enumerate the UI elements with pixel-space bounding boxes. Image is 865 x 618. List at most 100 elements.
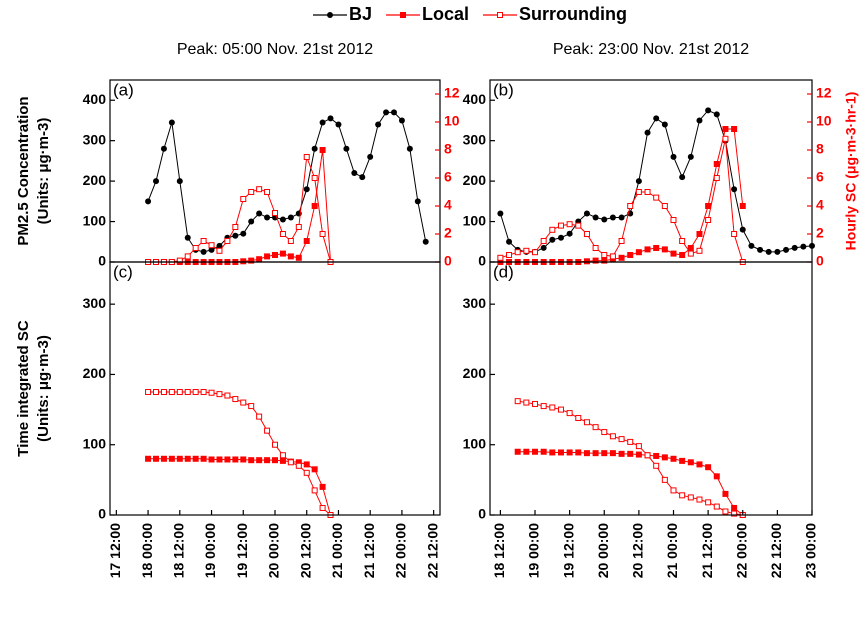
y-tick-label: 400 bbox=[83, 91, 107, 107]
data-line bbox=[499, 109, 813, 253]
data-point bbox=[303, 461, 310, 468]
data-point bbox=[661, 454, 668, 461]
data-point bbox=[566, 221, 573, 228]
data-point bbox=[224, 392, 231, 399]
data-point bbox=[160, 145, 167, 152]
data-point bbox=[609, 450, 616, 457]
data-point bbox=[184, 455, 191, 462]
data-point bbox=[635, 178, 642, 185]
data-point bbox=[696, 247, 703, 254]
y-tick-label: 300 bbox=[463, 131, 487, 147]
data-point bbox=[722, 126, 729, 132]
y2-axis-title: Hourly SC (μg·m-3·hr-1) bbox=[843, 92, 859, 251]
y-tick-label: 0 bbox=[98, 253, 106, 269]
y-tick-label: 300 bbox=[463, 295, 487, 311]
plot-frame bbox=[489, 79, 813, 263]
data-point bbox=[592, 424, 599, 431]
data-point bbox=[592, 450, 599, 457]
y-tick-label: 200 bbox=[463, 365, 487, 381]
y2-tick-label: 12 bbox=[816, 85, 832, 101]
data-point bbox=[635, 189, 642, 195]
x-tick-label: 20 12:00 bbox=[297, 523, 313, 578]
data-point bbox=[653, 245, 660, 251]
data-point bbox=[240, 196, 247, 202]
data-point bbox=[687, 153, 694, 160]
y2-tick-label: 8 bbox=[444, 141, 452, 157]
data-point bbox=[153, 389, 160, 396]
data-point bbox=[687, 459, 694, 466]
data-point bbox=[618, 450, 625, 457]
data-point bbox=[661, 476, 668, 483]
data-point bbox=[279, 452, 286, 459]
data-point bbox=[566, 230, 573, 237]
data-point bbox=[248, 457, 255, 464]
data-point bbox=[295, 254, 302, 261]
x-tick-label: 19 12:00 bbox=[234, 523, 250, 578]
data-point bbox=[566, 410, 573, 417]
data-point bbox=[351, 170, 358, 177]
data-point bbox=[566, 449, 573, 456]
data-point bbox=[232, 224, 239, 230]
data-point bbox=[256, 457, 263, 464]
data-point bbox=[713, 111, 720, 118]
data-point bbox=[731, 510, 738, 517]
data-point bbox=[549, 404, 556, 411]
data-point bbox=[287, 253, 294, 260]
data-point bbox=[192, 245, 199, 251]
data-point bbox=[670, 153, 677, 160]
data-point bbox=[575, 415, 582, 422]
data-point bbox=[248, 218, 255, 225]
data-point bbox=[248, 257, 255, 264]
data-point bbox=[687, 245, 694, 251]
data-point bbox=[303, 186, 310, 193]
legend-marker bbox=[326, 12, 333, 18]
data-point bbox=[618, 254, 625, 261]
data-point bbox=[635, 451, 642, 458]
y-tick-label: 300 bbox=[83, 295, 107, 311]
data-point bbox=[705, 464, 712, 471]
data-point bbox=[635, 443, 642, 450]
data-point bbox=[200, 238, 207, 244]
data-point bbox=[653, 194, 660, 201]
y-tick-label: 300 bbox=[83, 131, 107, 147]
data-point bbox=[679, 174, 686, 181]
data-point bbox=[216, 391, 223, 398]
panel-label: (c) bbox=[113, 262, 133, 281]
data-line bbox=[147, 111, 427, 253]
data-point bbox=[192, 389, 199, 396]
data-point bbox=[679, 238, 686, 244]
data-point bbox=[208, 246, 215, 253]
panel-label: (a) bbox=[113, 80, 134, 99]
data-point bbox=[319, 504, 326, 511]
data-point bbox=[791, 244, 798, 251]
data-point bbox=[670, 455, 677, 462]
data-point bbox=[540, 403, 547, 410]
data-point bbox=[583, 231, 590, 237]
legend-label: BJ bbox=[349, 4, 372, 24]
plot-frame bbox=[489, 261, 813, 516]
data-point bbox=[549, 236, 556, 243]
data-point bbox=[216, 242, 223, 249]
data-point bbox=[731, 231, 738, 237]
data-point bbox=[184, 253, 191, 260]
data-point bbox=[200, 455, 207, 462]
data-point bbox=[279, 231, 286, 237]
data-point bbox=[287, 238, 294, 244]
data-point bbox=[713, 161, 720, 167]
data-point bbox=[592, 214, 599, 221]
data-point bbox=[256, 413, 263, 420]
data-point bbox=[592, 257, 599, 264]
y2-tick-label: 0 bbox=[816, 253, 824, 269]
x-tick-label: 22 12:00 bbox=[424, 523, 440, 578]
data-point bbox=[208, 242, 215, 249]
data-point bbox=[557, 222, 564, 229]
data-point bbox=[618, 436, 625, 443]
data-point bbox=[696, 117, 703, 124]
y-tick-label: 0 bbox=[98, 506, 106, 522]
data-point bbox=[557, 406, 564, 413]
data-point bbox=[575, 222, 582, 229]
data-point bbox=[311, 145, 318, 152]
legend-label: Surrounding bbox=[519, 4, 627, 24]
data-point bbox=[705, 499, 712, 506]
data-point bbox=[679, 492, 686, 499]
